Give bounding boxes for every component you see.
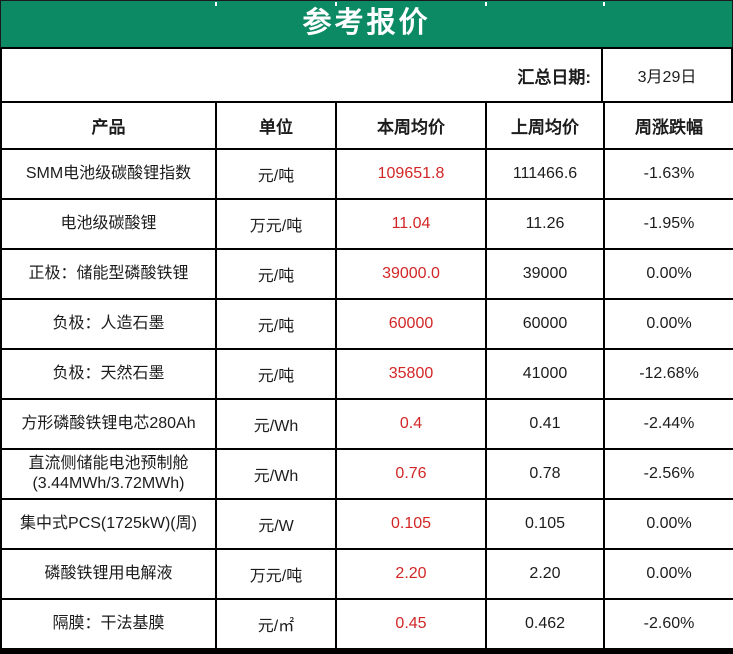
cell-weekly-change: -12.68% (603, 348, 733, 400)
cell-weekly-change: -1.95% (603, 198, 733, 250)
price-table: 产品 单位 本周均价 上周均价 周涨跌幅 SMM电池级碳酸锂指数 元/吨 109… (0, 101, 733, 650)
cell-unit: 元/W (215, 498, 337, 550)
cell-last-week-price: 0.78 (485, 448, 605, 500)
cell-unit: 元/吨 (215, 248, 337, 300)
cell-this-week-price: 39000.0 (335, 248, 487, 300)
table-row: 隔膜：干法基膜 元/㎡ 0.45 0.462 -2.60% (0, 598, 733, 650)
summary-date-row: 汇总日期: 3月29日 (0, 47, 733, 101)
cell-weekly-change: 0.00% (603, 248, 733, 300)
cell-product: 方形磷酸铁锂电芯280Ah (0, 398, 217, 450)
table-row: 集中式PCS(1725kW)(周) 元/W 0.105 0.105 0.00% (0, 498, 733, 550)
cell-product: 电池级碳酸锂 (0, 198, 217, 250)
table-row: 直流侧储能电池预制舱 (3.44MWh/3.72MWh) 元/Wh 0.76 0… (0, 448, 733, 500)
cell-last-week-price: 0.41 (485, 398, 605, 450)
table-row: 负极：人造石墨 元/吨 60000 60000 0.00% (0, 298, 733, 350)
cell-product: 负极：人造石墨 (0, 298, 217, 350)
cell-last-week-price: 41000 (485, 348, 605, 400)
cell-unit: 万元/吨 (215, 548, 337, 600)
cell-unit: 元/Wh (215, 398, 337, 450)
cell-product: 隔膜：干法基膜 (0, 598, 217, 650)
column-tick-mark (335, 2, 337, 6)
table-row: 方形磷酸铁锂电芯280Ah 元/Wh 0.4 0.41 -2.44% (0, 398, 733, 450)
cell-unit: 元/吨 (215, 348, 337, 400)
cell-unit: 元/Wh (215, 448, 337, 500)
product-name-line1: 直流侧储能电池预制舱 (28, 455, 189, 472)
summary-date-label: 汇总日期: (2, 49, 603, 101)
cell-weekly-change: -2.56% (603, 448, 733, 500)
table-row: SMM电池级碳酸锂指数 元/吨 109651.8 111466.6 -1.63% (0, 148, 733, 200)
cell-product: 正极：储能型磷酸铁锂 (0, 248, 217, 300)
cell-last-week-price: 11.26 (485, 198, 605, 250)
cell-this-week-price: 35800 (335, 348, 487, 400)
cell-last-week-price: 39000 (485, 248, 605, 300)
col-header-product: 产品 (0, 101, 217, 150)
cell-weekly-change: -1.63% (603, 148, 733, 200)
cell-product: SMM电池级碳酸锂指数 (0, 148, 217, 200)
cell-product: 集中式PCS(1725kW)(周) (0, 498, 217, 550)
cell-this-week-price: 0.105 (335, 498, 487, 550)
cell-this-week-price: 11.04 (335, 198, 487, 250)
table-row: 正极：储能型磷酸铁锂 元/吨 39000.0 39000 0.00% (0, 248, 733, 300)
cell-this-week-price: 0.4 (335, 398, 487, 450)
cell-product: 负极：天然石墨 (0, 348, 217, 400)
cell-weekly-change: 0.00% (603, 498, 733, 550)
cell-last-week-price: 111466.6 (485, 148, 605, 200)
cell-last-week-price: 60000 (485, 298, 605, 350)
cell-last-week-price: 0.105 (485, 498, 605, 550)
cell-weekly-change: 0.00% (603, 548, 733, 600)
cell-unit: 万元/吨 (215, 198, 337, 250)
column-tick-mark (485, 2, 487, 6)
cell-this-week-price: 0.45 (335, 598, 487, 650)
cell-weekly-change: -2.44% (603, 398, 733, 450)
cell-this-week-price: 109651.8 (335, 148, 487, 200)
cell-last-week-price: 2.20 (485, 548, 605, 600)
page-title: 参考报价 (302, 6, 431, 39)
cell-this-week-price: 2.20 (335, 548, 487, 600)
column-tick-mark (215, 2, 217, 6)
cell-unit: 元/㎡ (215, 598, 337, 650)
col-header-unit: 单位 (215, 101, 337, 150)
table-row: 电池级碳酸锂 万元/吨 11.04 11.26 -1.95% (0, 198, 733, 250)
table-row: 负极：天然石墨 元/吨 35800 41000 -12.68% (0, 348, 733, 400)
title-banner: 参考报价 (0, 0, 733, 47)
cell-unit: 元/吨 (215, 148, 337, 200)
column-tick-mark (603, 2, 605, 6)
col-header-weekly-change: 周涨跌幅 (603, 101, 733, 150)
table-row: 磷酸铁锂用电解液 万元/吨 2.20 2.20 0.00% (0, 548, 733, 600)
summary-date-value: 3月29日 (637, 69, 697, 86)
cell-product: 直流侧储能电池预制舱 (3.44MWh/3.72MWh) (0, 448, 217, 500)
cell-weekly-change: 0.00% (603, 298, 733, 350)
col-header-this-week-avg: 本周均价 (335, 101, 487, 150)
table-header-row: 产品 单位 本周均价 上周均价 周涨跌幅 (0, 101, 733, 150)
product-name-line2: (3.44MWh/3.72MWh) (32, 475, 185, 492)
cell-unit: 元/吨 (215, 298, 337, 350)
cell-weekly-change: -2.60% (603, 598, 733, 650)
col-header-last-week-avg: 上周均价 (485, 101, 605, 150)
cell-this-week-price: 0.76 (335, 448, 487, 500)
cell-this-week-price: 60000 (335, 298, 487, 350)
cell-last-week-price: 0.462 (485, 598, 605, 650)
cell-product: 磷酸铁锂用电解液 (0, 548, 217, 600)
